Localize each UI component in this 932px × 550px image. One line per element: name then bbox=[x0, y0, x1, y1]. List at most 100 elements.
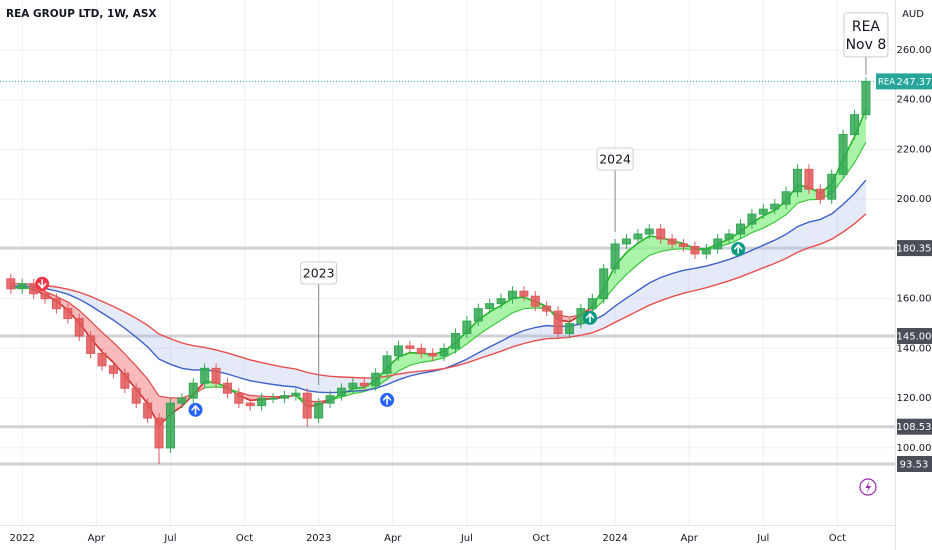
y-tick-label: 200.00 bbox=[897, 194, 932, 205]
ma-segment bbox=[90, 320, 103, 333]
candle-body bbox=[257, 397, 267, 407]
slow-ribbon bbox=[729, 255, 741, 281]
ma-segment bbox=[135, 365, 149, 380]
fast-ribbon bbox=[102, 332, 114, 363]
candle-body bbox=[314, 402, 324, 419]
y-tick-label: 260.00 bbox=[897, 45, 932, 56]
fast-ribbon bbox=[136, 366, 148, 404]
ma-segment bbox=[147, 378, 160, 397]
candle-body bbox=[861, 80, 871, 116]
callout-box bbox=[300, 261, 338, 285]
ma-segment bbox=[512, 308, 525, 314]
x-tick-label: Apr bbox=[384, 533, 402, 544]
ma-segment bbox=[113, 342, 126, 355]
candle-body bbox=[656, 228, 666, 240]
ma-segment bbox=[455, 343, 468, 353]
ma-segment bbox=[204, 386, 217, 389]
ma-segment bbox=[785, 202, 798, 216]
fast-ribbon bbox=[147, 379, 160, 426]
slow-ribbon bbox=[204, 347, 217, 372]
candle-body bbox=[279, 395, 289, 399]
slow-ribbon bbox=[717, 259, 730, 285]
candle-body bbox=[507, 290, 517, 300]
slow-ribbon bbox=[706, 262, 718, 288]
fast-ribbon bbox=[774, 200, 787, 223]
x-tick-label: Oct bbox=[532, 533, 549, 544]
slow-ribbon bbox=[751, 245, 764, 273]
slow-ribbon bbox=[808, 219, 821, 248]
slow-ribbon bbox=[181, 342, 194, 371]
candle-body bbox=[165, 402, 175, 449]
last-price-box bbox=[897, 73, 932, 90]
slow-ribbon bbox=[250, 359, 262, 383]
candle-body bbox=[188, 382, 198, 399]
candle-body bbox=[177, 397, 187, 404]
candle-body bbox=[450, 333, 460, 349]
slow-ribbon bbox=[683, 268, 695, 294]
ma-segment bbox=[762, 209, 776, 217]
ma-segment bbox=[56, 295, 69, 303]
candle-body bbox=[622, 238, 631, 245]
signal-arrow bbox=[191, 405, 200, 415]
y-tick-label: 140.00 bbox=[897, 343, 932, 354]
candle-body bbox=[610, 243, 620, 270]
ma-segment bbox=[797, 199, 810, 204]
ma-segment bbox=[660, 248, 673, 253]
ma-segment bbox=[489, 304, 502, 313]
ma-segment bbox=[158, 395, 171, 399]
ma-segment bbox=[626, 263, 639, 275]
candle-body bbox=[747, 213, 757, 225]
last-price-label: 247.37 bbox=[897, 77, 932, 88]
candle-body bbox=[690, 245, 700, 255]
currency-label: AUD bbox=[902, 9, 924, 20]
candle-body bbox=[405, 345, 415, 349]
fast-ribbon bbox=[90, 321, 103, 352]
candle-body bbox=[496, 298, 506, 305]
candle-body bbox=[245, 402, 255, 407]
candle-body bbox=[291, 392, 301, 397]
candle-body bbox=[815, 188, 825, 200]
slow-ribbon bbox=[227, 352, 239, 378]
candle-body bbox=[325, 395, 335, 404]
ma-segment bbox=[341, 393, 354, 398]
ma-segment bbox=[44, 290, 57, 297]
slow-ribbon bbox=[238, 356, 251, 381]
fast-ribbon bbox=[124, 353, 137, 390]
ma-segment bbox=[250, 394, 262, 397]
slow-ribbon bbox=[786, 226, 798, 259]
ma-segment bbox=[78, 309, 92, 322]
slow-ribbon bbox=[672, 270, 684, 297]
fast-ribbon bbox=[615, 252, 627, 287]
candle-body bbox=[758, 208, 768, 215]
fast-ribbon bbox=[751, 215, 764, 233]
callout-text: Nov 8 bbox=[846, 37, 887, 53]
slow-ribbon bbox=[307, 372, 319, 393]
candle-body bbox=[713, 238, 723, 250]
slow-ribbon bbox=[694, 266, 707, 291]
slow-ribbon bbox=[649, 277, 661, 306]
ma-segment bbox=[398, 364, 411, 372]
fast-ribbon bbox=[649, 236, 661, 256]
slow-ribbon bbox=[843, 193, 855, 233]
x-tick-label: Apr bbox=[681, 533, 699, 544]
ma-segment bbox=[637, 254, 650, 265]
candle-body bbox=[781, 191, 791, 205]
candle-body bbox=[154, 417, 164, 449]
level-label-box bbox=[897, 418, 932, 435]
x-tick-label: Jul bbox=[460, 533, 473, 544]
candle-body bbox=[679, 243, 689, 247]
candle-body bbox=[268, 397, 278, 400]
candle-body bbox=[131, 387, 141, 404]
slow-ribbon bbox=[170, 338, 182, 369]
signal-arrow bbox=[37, 278, 47, 289]
candle-body bbox=[336, 387, 346, 397]
fast-ribbon bbox=[854, 109, 866, 163]
callout-box bbox=[596, 147, 634, 171]
ma-segment bbox=[774, 214, 787, 223]
slow-ribbon bbox=[261, 362, 274, 385]
x-tick-label: 2023 bbox=[306, 533, 331, 544]
fast-ribbon bbox=[466, 320, 479, 344]
ma-segment bbox=[477, 326, 491, 336]
candle-body bbox=[644, 228, 654, 235]
